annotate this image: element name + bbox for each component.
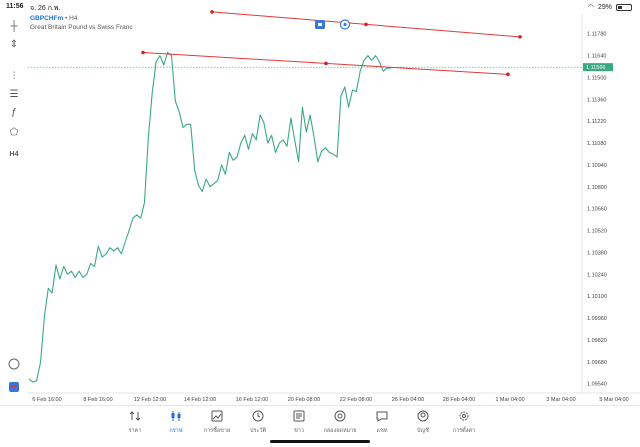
y-tick-label: 1.11500 [587,75,606,81]
battery-icon [616,3,632,11]
y-tick-label: 1.10800 [587,185,607,191]
bottom-navigation: ราคา กราฟ การซื้อขาย ประวัติ ข่าว กล่องจดหมาย… [0,405,640,447]
y-tick-label: 1.09820 [587,338,607,344]
history-icon [252,410,264,422]
nav-label: ข่าว [294,428,304,434]
nav-label: บัญชี [417,428,429,434]
x-tick-label: 8 Feb 16:00 [83,397,112,403]
nav-label: การตั้งค่า [452,428,476,434]
y-tick-label: 1.11220 [587,119,606,125]
trendline-handle[interactable] [506,72,510,77]
y-tick-label: 1.09960 [587,316,607,322]
settings-sliders-icon[interactable]: ☰ [9,88,19,100]
current-price-tag [583,63,613,72]
chat-icon [376,411,388,422]
x-tick-label: 5 Mar 04:00 [599,397,628,403]
nav-label: แชท [376,428,388,434]
x-tick-label: 20 Feb 08:00 [288,397,320,403]
one-click-sell-mark [11,385,17,387]
trendline-handle[interactable] [364,22,368,27]
nav-history[interactable]: ประวัติ [238,410,278,435]
y-tick-label: 1.09680 [587,360,607,366]
trendline-handle[interactable] [324,61,328,66]
x-tick-label: 12 Feb 12:00 [134,397,166,403]
trendline-handle[interactable] [210,10,214,14]
nav-mailbox[interactable]: กล่องจดหมาย [320,410,360,435]
y-tick-label: 1.11080 [587,141,606,147]
objects-icon[interactable]: ⇕ [9,38,19,50]
symbol-name[interactable]: GBPCHFm [30,15,64,22]
x-tick-label: 26 Feb 04:00 [392,397,424,403]
nav-label: กล่องจดหมาย [323,428,357,434]
symbol-timeframe: H4 [69,15,78,22]
price-chart[interactable]: 1.11780 1.11640 1.11500 1.11360 1.11220 1.110… [0,0,640,405]
symbol-description: Great Britain Pound vs Swiss Franc [30,24,133,31]
status-time: 11:56 [6,3,24,10]
trade-icon [211,410,223,422]
y-tick-label: 1.10100 [587,294,607,300]
x-tick-label: 3 Mar 04:00 [546,397,575,403]
timeframe-button[interactable]: H4 [9,150,19,158]
y-tick-label: 1.11360 [587,97,606,103]
x-tick-label: 22 Feb 08:00 [340,397,372,403]
home-indicator [270,440,370,443]
x-tick-label: 1 Mar 04:00 [495,397,524,403]
symbol-separator: • [65,15,70,22]
nav-label: การซื้อขาย [203,428,231,434]
y-tick-label: 1.11780 [587,32,606,38]
nav-settings[interactable]: การตั้งค่า [444,410,484,435]
nav-trade[interactable]: การซื้อขาย [197,410,237,435]
x-tick-label: 6 Feb 16:00 [32,397,61,403]
nav-label: กราฟ [169,428,183,434]
y-tick-label: 1.10380 [587,250,607,256]
shapes-icon[interactable]: ⬠ [9,126,19,138]
y-tick-label: 1.11640 [587,54,606,60]
current-price-label: 1.11566 [586,65,605,71]
battery-fill [618,5,623,9]
y-tick-label: 1.10240 [587,272,607,278]
nav-account[interactable]: บัญชี [403,410,443,435]
settings-icon [459,411,469,421]
trendline-settings-dot [343,22,347,27]
function-icon[interactable]: ƒ [11,106,17,118]
battery-percent: 29% [597,3,612,11]
quotes-icon [129,411,141,421]
trendline-handle[interactable] [518,35,522,39]
y-tick-label: 1.10520 [587,229,607,235]
x-tick-label: 28 Feb 04:00 [443,397,475,403]
y-tick-label: 1.10660 [587,207,607,213]
x-tick-label: 14 Feb 12:00 [184,397,216,403]
y-tick-label: 1.10940 [587,163,607,169]
symbol-header: GBPCHFm • H4 Great Britain Pound vs Swis… [30,15,133,31]
mailbox-icon [334,410,346,422]
crosshair-icon[interactable]: ┼ [10,20,18,32]
nav-label: ประวัติ [249,428,267,434]
y-tick-label: 1.09540 [587,382,607,388]
trendline-handle[interactable] [141,50,145,55]
account-icon [417,410,429,422]
nav-chart[interactable]: กราฟ [156,410,196,435]
trendline-menu-glyph [318,23,322,26]
nav-news[interactable]: ข่าว [279,410,319,435]
indicators-icon[interactable]: ⫶ [12,70,16,82]
chart-scale-icon[interactable] [8,358,20,370]
news-icon [293,410,305,422]
chart-toolbar: ┼ ⇕ ⫶ ☰ ƒ ⬠ H4 [0,14,28,404]
status-bar: 11:56 จ. 26 ก.พ. ◠ 29% [0,0,640,14]
wifi-icon: ◠ [587,4,594,11]
nav-label: ราคา [128,428,142,434]
price-series-line [28,51,391,383]
status-right: ◠ 29% [588,3,632,11]
status-date: จ. 26 ก.พ. [30,5,61,12]
nav-chat[interactable]: แชท [362,410,402,435]
x-tick-label: 16 Feb 12:00 [236,397,268,403]
nav-quotes[interactable]: ราคา [115,410,155,435]
chart-icon [171,411,181,421]
